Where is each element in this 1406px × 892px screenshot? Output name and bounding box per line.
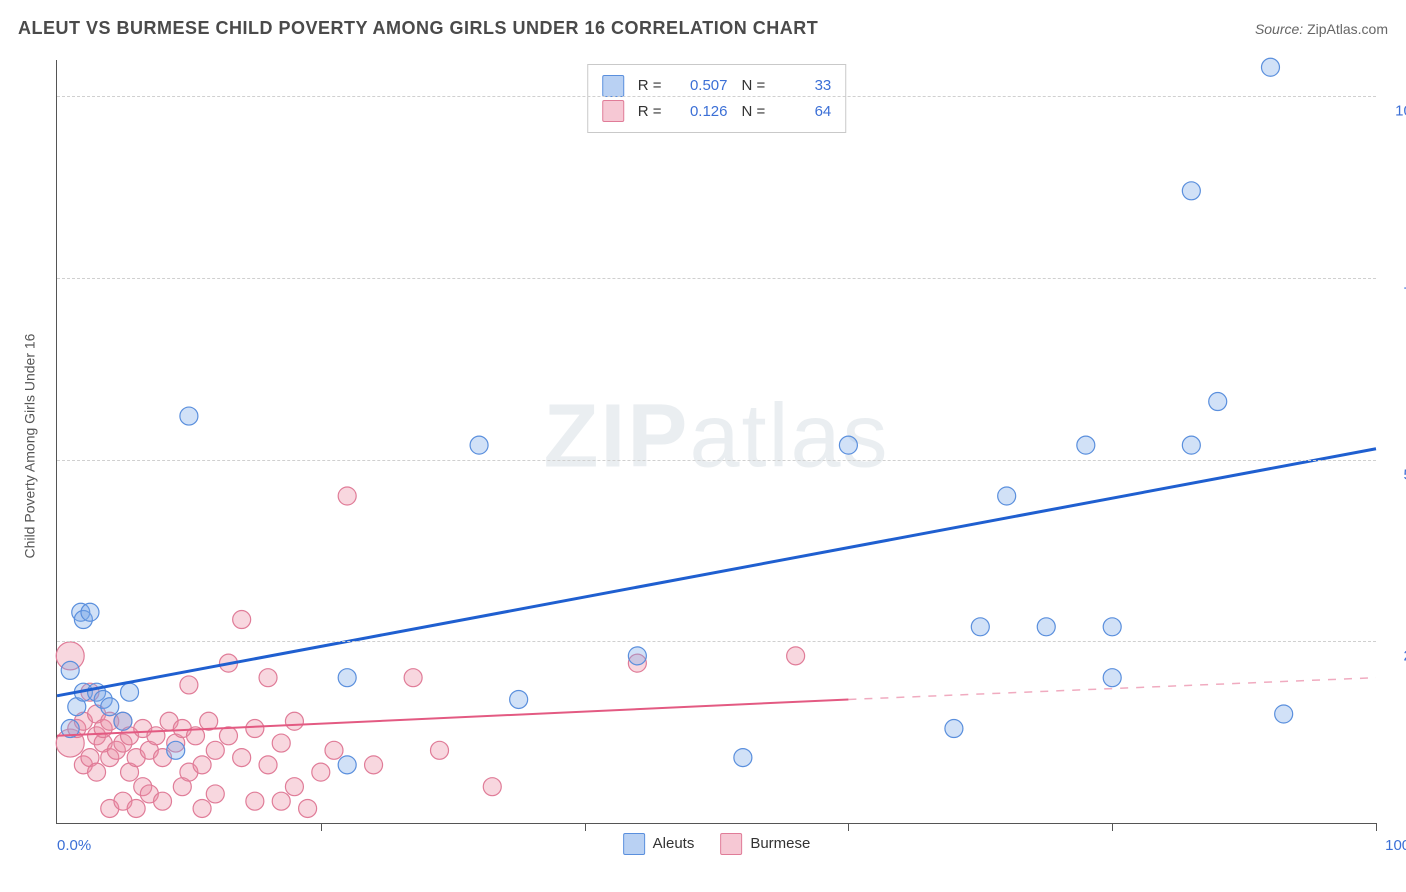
legend-item-aleuts[interactable]: Aleuts — [623, 833, 695, 855]
burmese-point[interactable] — [404, 669, 422, 687]
burmese-point[interactable] — [312, 763, 330, 781]
aleuts-point[interactable] — [101, 698, 119, 716]
chart-source: Source: ZipAtlas.com — [1255, 21, 1388, 37]
gridline-h — [57, 460, 1376, 461]
burmese-point[interactable] — [88, 763, 106, 781]
aleuts-point[interactable] — [1182, 182, 1200, 200]
y-axis-label: Child Poverty Among Girls Under 16 — [14, 0, 44, 892]
y-axis-label-text: Child Poverty Among Girls Under 16 — [21, 334, 37, 559]
burmese-point[interactable] — [483, 778, 501, 796]
aleuts-point[interactable] — [470, 436, 488, 454]
rn-row-burmese: R = 0.126 N = 64 — [602, 99, 832, 125]
aleuts-point[interactable] — [1103, 618, 1121, 636]
title-row: ALEUT VS BURMESE CHILD POVERTY AMONG GIR… — [18, 18, 1388, 39]
burmese-point[interactable] — [246, 792, 264, 810]
burmese-point[interactable] — [431, 741, 449, 759]
burmese-point[interactable] — [285, 778, 303, 796]
x-tick — [848, 823, 849, 831]
aleuts-point[interactable] — [1182, 436, 1200, 454]
plot-area: ZIPatlas R =0.507N =33R =0.126N =64 Aleu… — [56, 60, 1376, 824]
aleuts-swatch — [623, 833, 645, 855]
rn-n-label: N = — [742, 99, 766, 125]
aleuts-point[interactable] — [839, 436, 857, 454]
x-tick-min: 0.0% — [57, 837, 91, 854]
burmese-point[interactable] — [338, 487, 356, 505]
burmese-point[interactable] — [259, 669, 277, 687]
rn-row-aleuts: R = 0.507 N = 33 — [602, 73, 832, 99]
aleuts-trendline — [57, 449, 1376, 696]
burmese-point[interactable] — [272, 792, 290, 810]
rn-r-label: R = — [638, 73, 662, 99]
burmese-point[interactable] — [180, 676, 198, 694]
burmese-point[interactable] — [154, 792, 172, 810]
burmese-point[interactable] — [193, 799, 211, 817]
y-tick-label: 100.0% — [1395, 103, 1406, 120]
burmese-point[interactable] — [233, 611, 251, 629]
legend-label: Burmese — [750, 835, 810, 852]
aleuts-point[interactable] — [338, 669, 356, 687]
aleuts-point[interactable] — [1209, 393, 1227, 411]
gridline-h — [57, 278, 1376, 279]
rn-r-label: R = — [638, 99, 662, 125]
chart-title: ALEUT VS BURMESE CHILD POVERTY AMONG GIR… — [18, 18, 818, 39]
aleuts-point[interactable] — [1037, 618, 1055, 636]
burmese-point[interactable] — [325, 741, 343, 759]
rn-r-value: 0.126 — [676, 99, 728, 125]
aleuts-swatch — [602, 75, 624, 97]
source-value: ZipAtlas.com — [1307, 21, 1388, 37]
burmese-point[interactable] — [285, 712, 303, 730]
rn-n-label: N = — [742, 73, 766, 99]
chart-svg — [57, 60, 1376, 823]
burmese-point[interactable] — [365, 756, 383, 774]
burmese-point[interactable] — [127, 799, 145, 817]
aleuts-point[interactable] — [167, 741, 185, 759]
gridline-h — [57, 96, 1376, 97]
aleuts-point[interactable] — [510, 690, 528, 708]
legend-label: Aleuts — [653, 835, 695, 852]
burmese-point[interactable] — [259, 756, 277, 774]
aleuts-point[interactable] — [1261, 58, 1279, 76]
aleuts-point[interactable] — [1103, 669, 1121, 687]
aleuts-point[interactable] — [945, 720, 963, 738]
burmese-point[interactable] — [272, 734, 290, 752]
burmese-swatch — [720, 833, 742, 855]
aleuts-point[interactable] — [61, 661, 79, 679]
gridline-h — [57, 641, 1376, 642]
aleuts-point[interactable] — [998, 487, 1016, 505]
burmese-point[interactable] — [299, 799, 317, 817]
x-tick — [321, 823, 322, 831]
burmese-point[interactable] — [206, 741, 224, 759]
rn-n-value: 64 — [779, 99, 831, 125]
aleuts-point[interactable] — [628, 647, 646, 665]
burmese-point[interactable] — [206, 785, 224, 803]
source-label: Source: — [1255, 21, 1303, 37]
aleuts-point[interactable] — [114, 712, 132, 730]
aleuts-point[interactable] — [734, 749, 752, 767]
aleuts-point[interactable] — [1077, 436, 1095, 454]
aleuts-point[interactable] — [1275, 705, 1293, 723]
series-legend: Aleuts Burmese — [623, 833, 811, 855]
x-tick — [1376, 823, 1377, 831]
burmese-point[interactable] — [147, 727, 165, 745]
aleuts-point[interactable] — [971, 618, 989, 636]
rn-legend: R = 0.507 N = 33 R = 0.126 N = 64 — [587, 64, 847, 133]
burmese-point[interactable] — [233, 749, 251, 767]
x-tick-max: 100.0% — [1385, 837, 1406, 854]
burmese-point[interactable] — [193, 756, 211, 774]
aleuts-point[interactable] — [81, 603, 99, 621]
aleuts-point[interactable] — [338, 756, 356, 774]
x-tick — [585, 823, 586, 831]
legend-item-burmese[interactable]: Burmese — [720, 833, 810, 855]
burmese-point[interactable] — [246, 720, 264, 738]
correlation-scatter-chart: ALEUT VS BURMESE CHILD POVERTY AMONG GIR… — [0, 0, 1406, 892]
rn-r-value: 0.507 — [676, 73, 728, 99]
rn-n-value: 33 — [779, 73, 831, 99]
burmese-point[interactable] — [219, 727, 237, 745]
aleuts-point[interactable] — [121, 683, 139, 701]
x-tick — [1112, 823, 1113, 831]
burmese-point[interactable] — [787, 647, 805, 665]
aleuts-point[interactable] — [180, 407, 198, 425]
burmese-swatch — [602, 100, 624, 122]
